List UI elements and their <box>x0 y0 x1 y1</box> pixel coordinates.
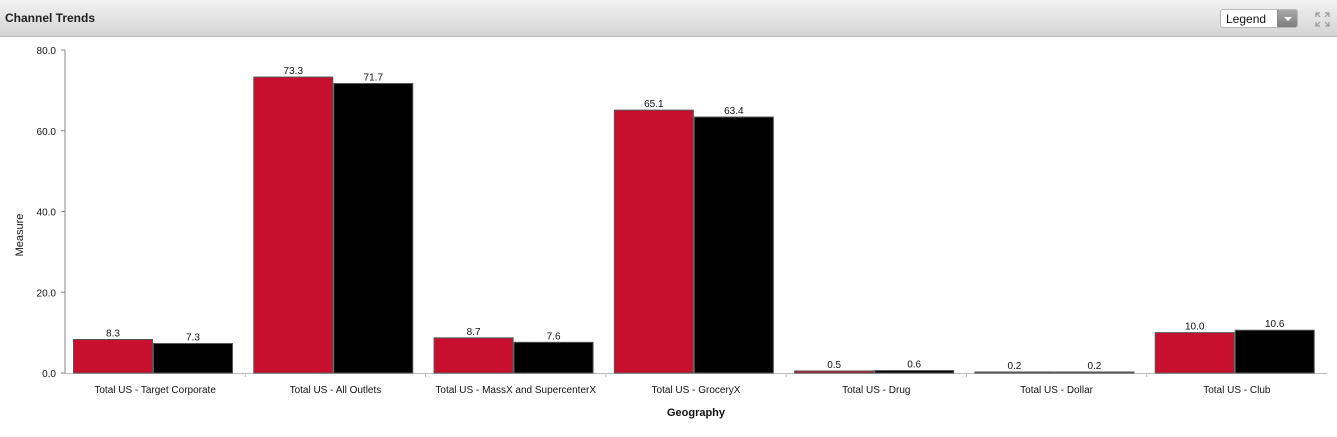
bar-series-2-2[interactable] <box>513 341 594 374</box>
data-label: 0.2 <box>1087 361 1101 372</box>
data-label: 10.0 <box>1185 322 1205 333</box>
x-tick-label: Total US - Club <box>1203 385 1271 396</box>
data-label: 7.6 <box>547 331 561 342</box>
legend-dropdown-value: Legend <box>1226 12 1267 26</box>
x-tick-label: Total US - Drug <box>842 385 910 396</box>
x-tick-label: Total US - Dollar <box>1020 385 1093 396</box>
bar-series-1-4[interactable] <box>794 370 875 374</box>
x-axis-title: Geography <box>667 407 726 419</box>
data-label: 8.3 <box>106 328 120 339</box>
x-tick-label: Total US - GroceryX <box>652 385 741 396</box>
bar-series-1-2[interactable] <box>433 337 514 374</box>
x-tick-label: Total US - All Outlets <box>290 385 382 396</box>
data-label: 8.7 <box>467 327 481 338</box>
bar-series-2-3[interactable] <box>693 116 774 374</box>
y-axis: 0.0 20.0 40.0 60.0 80.0 <box>37 46 66 380</box>
bar-series-1-1[interactable] <box>253 76 334 374</box>
y-tick-label: 60.0 <box>37 127 57 138</box>
bar-series-1-0[interactable] <box>73 338 153 374</box>
x-tick-label: Total US - Target Corporate <box>94 385 216 396</box>
y-tick-label: 40.0 <box>37 208 57 219</box>
bar-series-1-6[interactable] <box>1154 332 1235 374</box>
data-label: 63.4 <box>724 106 744 117</box>
y-tick-label: 80.0 <box>37 46 57 57</box>
panel-header: Channel Trends Legend <box>0 0 1337 37</box>
x-axis: Total US - Target Corporate Total US - Al… <box>65 373 1327 396</box>
y-tick-label: 0.0 <box>42 369 56 380</box>
bar-series-2-6[interactable] <box>1234 329 1315 374</box>
data-label: 0.6 <box>907 360 921 371</box>
data-label: 65.1 <box>644 99 664 110</box>
y-axis-title: Measure <box>14 214 26 257</box>
data-label: 71.7 <box>364 73 384 84</box>
data-label: 7.3 <box>186 333 200 344</box>
chevron-down-icon[interactable] <box>1277 10 1297 27</box>
bar-chart: 0.0 20.0 40.0 60.0 80.0 Total US - Target Co… <box>14 46 1327 419</box>
data-label: 10.6 <box>1265 319 1285 330</box>
data-label: 73.3 <box>284 66 304 77</box>
bar-series-2-1[interactable] <box>333 83 414 374</box>
x-tick-label: Total US - MassX and SupercenterX <box>435 385 596 396</box>
data-labels: 8.3 7.3 73.3 71.7 8.7 7.6 65.1 63.4 0.5 0.6 0.2 0.2… <box>106 66 1285 372</box>
bar-series-1-5[interactable] <box>974 371 1055 374</box>
bar-series <box>73 76 1315 374</box>
data-label: 0.2 <box>1007 361 1021 372</box>
bar-series-2-0[interactable] <box>153 343 233 374</box>
bar-series-2-5[interactable] <box>1054 371 1135 374</box>
data-label: 0.5 <box>827 360 841 371</box>
bar-series-1-3[interactable] <box>613 109 694 374</box>
bar-series-2-4[interactable] <box>874 370 955 374</box>
expand-icon[interactable] <box>1315 12 1330 27</box>
panel-title: Channel Trends <box>5 11 96 25</box>
legend-dropdown[interactable]: Legend <box>1220 9 1298 28</box>
y-tick-label: 20.0 <box>37 288 57 299</box>
